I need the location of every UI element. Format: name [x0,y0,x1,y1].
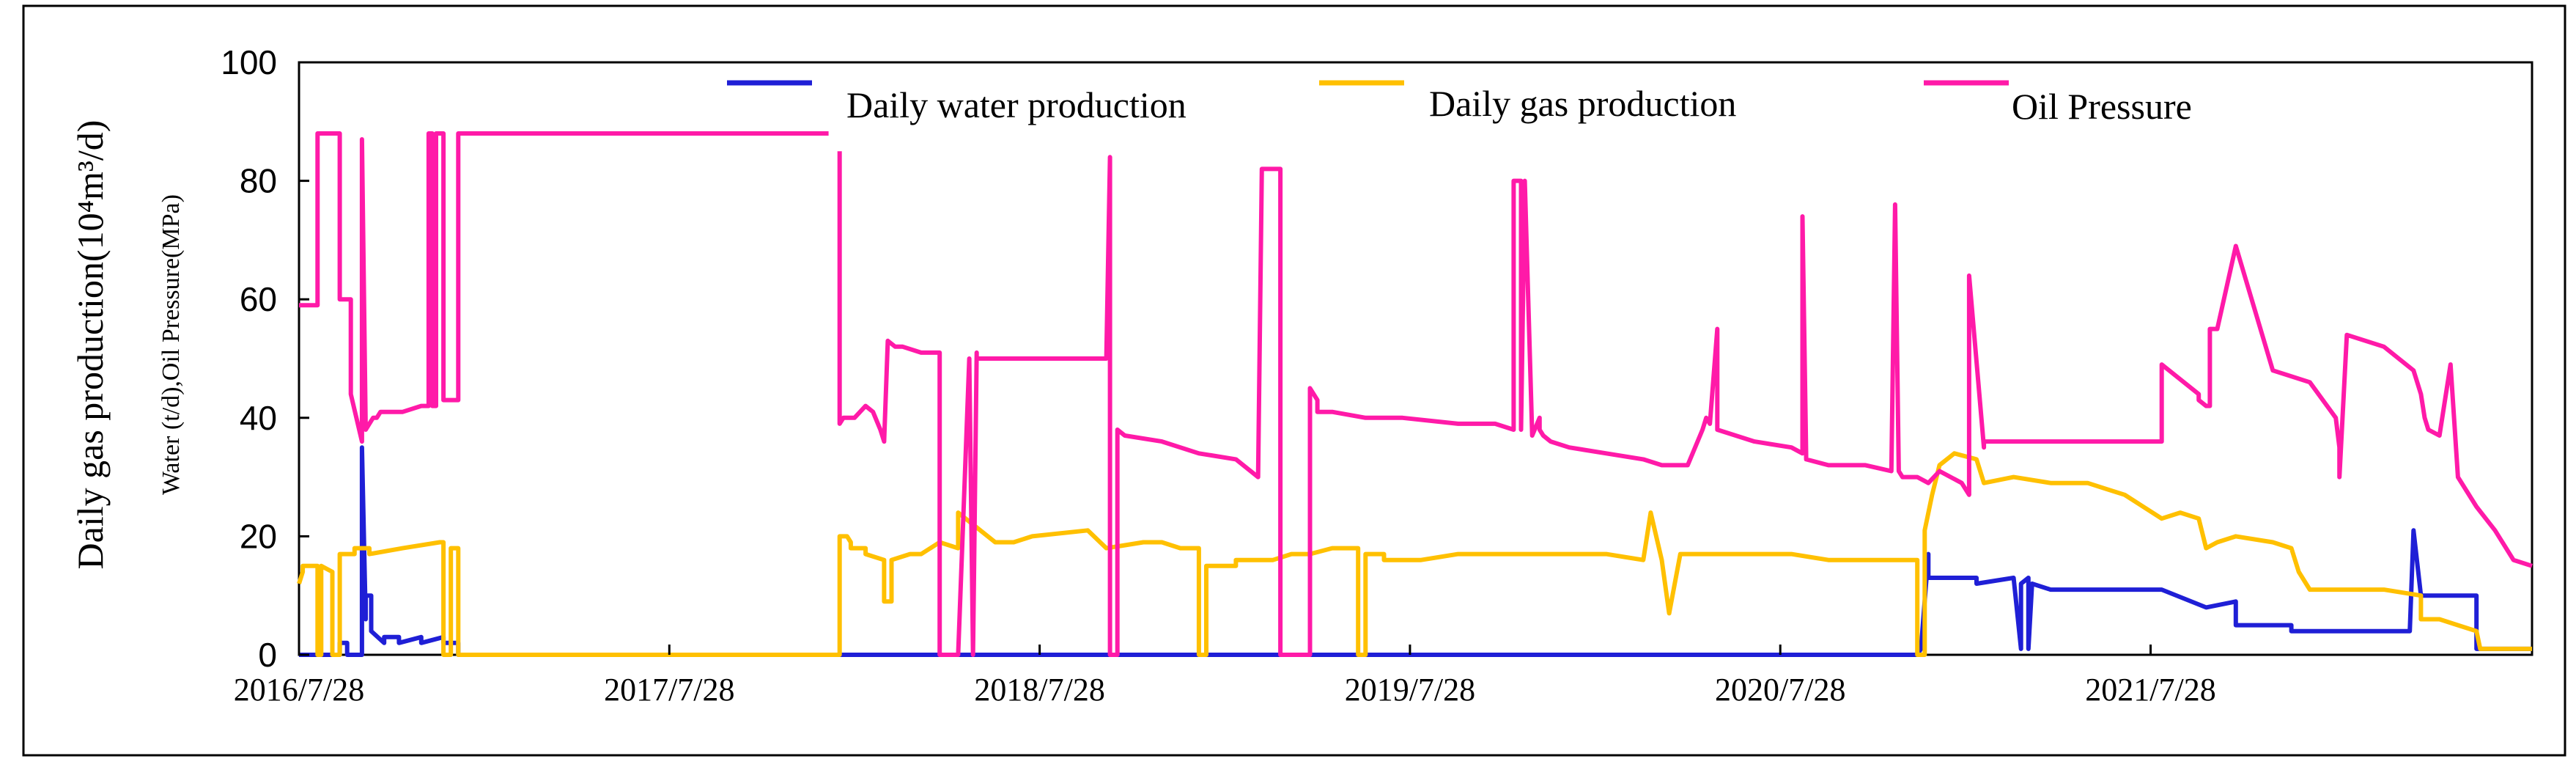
series-line-oil-pressure [299,131,2533,657]
x-tick-label: 2017/7/28 [604,672,734,708]
x-tick-label: 2018/7/28 [974,672,1104,708]
y-tick-label: 60 [240,280,277,318]
axis-layer: 0 20 40 60 80 100 2016/7/28 2017/7/28 2018/7/28 2… [221,43,2216,708]
series-line-daily-gas-production [297,451,2532,657]
plot-area-border [298,61,2533,656]
y-tick-label: 80 [240,162,277,200]
x-tick-label: 2020/7/28 [1715,672,1845,708]
series-line-daily-water-production [299,445,2532,657]
y-tick-label: 0 [258,636,277,674]
y-axis-label-secondary: Water (t/d),Oil Pressure(MPa) [158,194,185,495]
x-tick-label: 2016/7/28 [234,672,364,708]
outer-frame [22,4,2566,757]
legend-label-oil: Oil Pressure [2012,86,2192,127]
x-tick-label: 2019/7/28 [1345,672,1475,708]
x-tick-label: 2021/7/28 [2085,672,2215,708]
y-tick-label: 40 [240,399,277,437]
y-axis-label-primary: Daily gas production(10⁴m³/d) [70,120,111,570]
y-tick-label: 100 [221,43,277,81]
series-layer [297,131,2533,657]
legend-label-water: Daily water production [846,84,1186,125]
legend: Daily water production Daily gas product… [727,80,2192,127]
legend-label-gas: Daily gas production [1429,83,1736,124]
y-tick-label: 20 [240,517,277,555]
